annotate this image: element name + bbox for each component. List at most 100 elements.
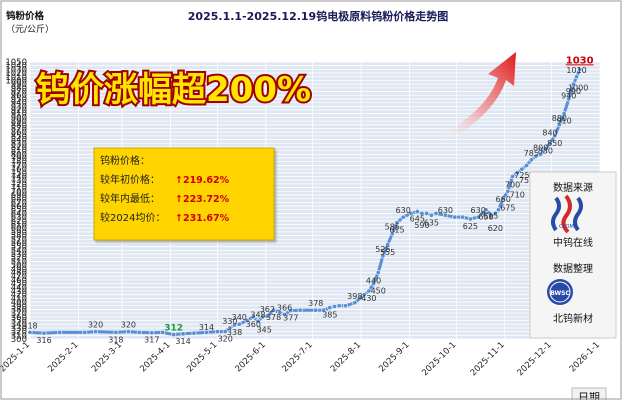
data-label: 660 xyxy=(496,195,511,204)
data-label: 910 xyxy=(556,117,571,126)
data-point xyxy=(561,111,567,117)
data-point xyxy=(264,313,270,319)
data-label: 338 xyxy=(227,328,242,337)
compiler-name: 北钨新材 xyxy=(553,312,593,325)
y-tick-label: 320 xyxy=(11,328,27,338)
y-tick-label: 430 xyxy=(11,287,27,297)
y-tick-label: 330 xyxy=(11,324,27,334)
data-point xyxy=(352,300,358,306)
data-label: 318 xyxy=(108,335,123,344)
data-label: 555 xyxy=(380,248,395,257)
source-name: 中钨在线 xyxy=(553,236,593,249)
data-label: 340 xyxy=(232,313,247,322)
x-axis-label-box: 日期 xyxy=(571,387,607,400)
info-box: 钨粉价格： 较年初价格： ↑219.62% 较年内最低： ↑223.72% 较2… xyxy=(93,147,275,241)
y-tick-label: 1020 xyxy=(5,69,27,79)
data-label: 590 xyxy=(414,221,429,230)
data-label: 377 xyxy=(283,314,298,323)
y-axis-label-line1: 钨粉价格 xyxy=(6,10,45,22)
data-label: 378 xyxy=(308,299,323,308)
data-point xyxy=(547,140,553,146)
data-label: 312 xyxy=(164,324,183,334)
data-point xyxy=(452,214,458,220)
data-point xyxy=(556,122,562,128)
y-tick-label: 490 xyxy=(11,265,27,275)
y-tick-label: 410 xyxy=(11,294,27,304)
data-label: 362 xyxy=(260,305,275,314)
y-tick-label: 400 xyxy=(11,298,27,308)
data-labels: 3183163203183203173123143143203303383403… xyxy=(22,55,593,345)
y-tick-label: 1040 xyxy=(5,62,27,72)
data-point xyxy=(236,321,242,327)
data-point xyxy=(255,318,261,324)
data-label: 620 xyxy=(488,224,503,233)
ctoms-logo-text: CTOMS xyxy=(559,224,577,230)
data-label: 320 xyxy=(88,321,103,330)
data-label: 615 xyxy=(389,226,404,235)
y-tick-label: 970 xyxy=(11,88,27,98)
data-point xyxy=(394,220,400,226)
data-point xyxy=(361,292,367,298)
data-label: 317 xyxy=(144,336,159,345)
data-label: 940 xyxy=(561,92,576,101)
y-tick-label: 710 xyxy=(11,184,27,194)
y-tick-label: 840 xyxy=(11,136,27,146)
chart-title: 2025.1.1-2025.12.19钨电极原料钨粉价格走势图 xyxy=(188,9,448,23)
data-label: 330 xyxy=(222,317,237,326)
y-tick-label: 380 xyxy=(11,305,27,315)
y-tick-label: 630 xyxy=(11,213,27,223)
y-tick-label: 700 xyxy=(11,187,27,197)
y-tick-label: 990 xyxy=(11,80,27,90)
data-point xyxy=(385,242,391,248)
data-label: 840 xyxy=(542,129,557,138)
data-point xyxy=(424,210,430,216)
data-label: 366 xyxy=(277,304,292,313)
y-tick-label: 850 xyxy=(11,132,27,142)
data-point xyxy=(113,329,119,335)
y-tick-label: 770 xyxy=(11,161,27,171)
y-tick-label: 940 xyxy=(11,99,27,109)
data-point xyxy=(136,329,142,335)
data-point xyxy=(321,307,327,313)
data-point xyxy=(260,314,266,320)
y-axis-ticks: 3003103203303403503603703803904004104204… xyxy=(5,58,27,345)
data-label: 630 xyxy=(396,206,411,215)
y-tick-label: 420 xyxy=(11,291,27,301)
y-tick-label: 800 xyxy=(11,150,27,160)
data-point xyxy=(538,151,544,157)
y-tick-label: 520 xyxy=(11,254,27,264)
data-label: 625 xyxy=(463,222,478,231)
compiler-label: 数据整理 xyxy=(553,262,593,275)
ctoms-logo-icon: CTOMS xyxy=(551,194,583,234)
data-point xyxy=(282,312,288,318)
data-label: 314 xyxy=(175,337,190,346)
data-point xyxy=(492,210,498,216)
y-tick-label: 580 xyxy=(11,232,27,242)
y-axis-label-line2: （元/公斤） xyxy=(6,24,54,35)
data-point xyxy=(428,212,434,218)
y-tick-label: 530 xyxy=(11,250,27,260)
data-point xyxy=(222,329,228,335)
data-point xyxy=(232,322,238,328)
x-axis-label: 日期 xyxy=(578,391,600,400)
data-label: 830 xyxy=(538,146,553,155)
grid-lines xyxy=(29,61,601,340)
y-tick-label: 720 xyxy=(11,180,27,190)
data-label: 378 xyxy=(266,313,281,322)
data-point xyxy=(552,133,558,139)
info-row-value-2: ↑231.67% xyxy=(175,213,230,224)
y-tick-label: 460 xyxy=(11,276,27,286)
data-point xyxy=(336,303,342,309)
data-point xyxy=(495,207,501,213)
y-tick-label: 890 xyxy=(11,117,27,127)
y-tick-label: 830 xyxy=(11,139,27,149)
data-point xyxy=(203,329,209,335)
source-label: 数据来源 xyxy=(553,181,593,194)
data-point xyxy=(288,308,294,314)
data-point xyxy=(227,325,233,331)
y-tick-label: 610 xyxy=(11,221,27,231)
info-row-label-1: 较年内最低： xyxy=(100,192,160,205)
trend-arrow-icon xyxy=(440,52,516,142)
data-label: 398 xyxy=(347,292,362,301)
